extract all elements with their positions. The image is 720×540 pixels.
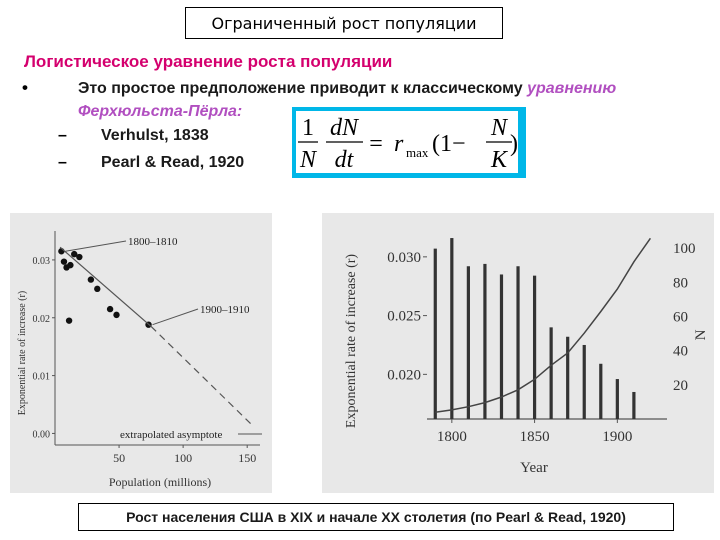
c1-x-tick-label: 50 bbox=[113, 451, 125, 465]
eq-rparen: ) bbox=[510, 131, 518, 157]
c1-annotation-leader-1 bbox=[65, 240, 127, 252]
bullet-marker: • bbox=[22, 78, 28, 97]
c2-bar bbox=[532, 275, 537, 419]
c2-bar bbox=[549, 327, 553, 419]
c1-data-point bbox=[76, 253, 83, 261]
c2-y2-tick-label: 40 bbox=[673, 344, 688, 360]
eq-equals: = bbox=[369, 131, 383, 157]
eq-frac2-den: K bbox=[490, 147, 509, 173]
c1-annotation-asymptote: extrapolated asymptote bbox=[120, 429, 222, 441]
c2-y2-tick-label: 60 bbox=[673, 309, 688, 325]
scatter-chart: Exponential rate of increase (r) Populat… bbox=[17, 231, 262, 489]
left-chart-panel: Exponential rate of increase (r) Populat… bbox=[10, 213, 272, 493]
c2-x-tick-label: 1900 bbox=[602, 429, 632, 445]
c2-y2-tick-label: 80 bbox=[673, 275, 688, 291]
c2-bar bbox=[499, 274, 504, 419]
c1-y-axis-label: Exponential rate of increase (r) bbox=[17, 291, 28, 415]
c1-data-point bbox=[60, 258, 68, 265]
c1-y-tick-label: 0.01 bbox=[33, 372, 51, 383]
c1-x-tick-label: 150 bbox=[238, 451, 256, 465]
bar-chart: Exponential rate of increase (r) N Year … bbox=[344, 237, 709, 476]
c1-data-point bbox=[65, 317, 73, 324]
c2-bar bbox=[582, 344, 586, 419]
c1-annotation-leader-2 bbox=[152, 308, 199, 326]
c2-y-axis-label: Exponential rate of increase (r) bbox=[344, 254, 359, 428]
sub-bullet-dash-2: – bbox=[58, 154, 67, 171]
c2-bar bbox=[516, 266, 520, 419]
bullet-text: Это простое предположение приводит к кла… bbox=[78, 80, 616, 98]
c1-data-point bbox=[67, 261, 74, 269]
sub-item-pearl-read: Pearl & Read, 1920 bbox=[101, 154, 245, 171]
c1-data-point bbox=[113, 311, 120, 319]
c2-x-tick-label: 1800 bbox=[437, 429, 467, 445]
equation-box: 1 N dN dt = r max (1− N K ) bbox=[292, 107, 526, 178]
c2-bar bbox=[450, 238, 454, 419]
sub-item-verhulst: Verhulst, 1838 bbox=[101, 127, 209, 144]
c2-x-axis-label: Year bbox=[520, 460, 548, 476]
c1-data-point bbox=[106, 305, 114, 313]
c1-annotation-1800-1810: 1800–1810 bbox=[128, 236, 178, 248]
c1-data-point bbox=[71, 250, 78, 258]
c2-bar bbox=[566, 336, 570, 419]
c2-y2-axis-label: N bbox=[693, 329, 709, 340]
c2-y-tick-label: 0.025 bbox=[387, 309, 421, 325]
c2-bar bbox=[632, 391, 636, 419]
c1-x-axis-label: Population (millions) bbox=[109, 475, 211, 489]
bullet-text-continuation: Ферхюльста-Пёрла: bbox=[78, 103, 243, 120]
c2-y-tick-label: 0.020 bbox=[387, 367, 421, 383]
c1-x-tick-label: 100 bbox=[174, 451, 192, 465]
c2-bar bbox=[599, 363, 603, 419]
eq-lhs-den: N bbox=[299, 147, 318, 173]
c1-y-tick-label: 0.03 bbox=[33, 256, 51, 267]
c1-annotation-1900-1910: 1900–1910 bbox=[200, 304, 250, 316]
eq-r-sub: max bbox=[406, 145, 429, 160]
c2-bar bbox=[483, 263, 487, 419]
c2-bar bbox=[433, 248, 437, 419]
figure-caption: Рост населения США в XIX и начале XX сто… bbox=[78, 503, 674, 531]
c2-bar bbox=[466, 266, 470, 419]
slide-title: Ограниченный рост популяции bbox=[185, 7, 503, 39]
c1-data-point bbox=[94, 285, 101, 293]
eq-d-den: dt bbox=[335, 147, 355, 173]
eq-d-num: dN bbox=[330, 115, 360, 141]
c2-y2-tick-label: 100 bbox=[673, 241, 696, 257]
bullet-text-highlight: уравнению bbox=[527, 80, 617, 97]
eq-frac2-num: N bbox=[490, 115, 509, 141]
sub-bullet-dash-1: – bbox=[58, 127, 67, 144]
slide-heading: Логистическое уравнение роста популяции bbox=[24, 52, 393, 71]
right-chart-panel: Exponential rate of increase (r) N Year … bbox=[322, 213, 714, 493]
bullet-text-plain: Это простое предположение приводит к кла… bbox=[78, 80, 523, 97]
c2-y2-tick-label: 20 bbox=[673, 378, 688, 394]
c2-x-tick-label: 1850 bbox=[520, 429, 550, 445]
c1-y-tick-label: 0.00 bbox=[33, 429, 51, 440]
equation-inner: 1 N dN dt = r max (1− N K ) bbox=[296, 111, 518, 173]
c1-y-tick-label: 0.02 bbox=[33, 314, 51, 325]
logistic-equation: 1 N dN dt = r max (1− N K ) bbox=[298, 115, 518, 173]
c1-trend-line bbox=[59, 246, 152, 327]
eq-lparen: (1− bbox=[432, 131, 466, 157]
c2-y-tick-label: 0.030 bbox=[387, 250, 421, 266]
eq-r: r bbox=[394, 131, 404, 157]
c1-data-point bbox=[87, 276, 95, 283]
c2-population-curve bbox=[435, 237, 652, 413]
eq-lhs-num: 1 bbox=[302, 115, 314, 141]
c2-bar bbox=[615, 379, 619, 419]
c1-extrapolation-line bbox=[150, 326, 255, 427]
